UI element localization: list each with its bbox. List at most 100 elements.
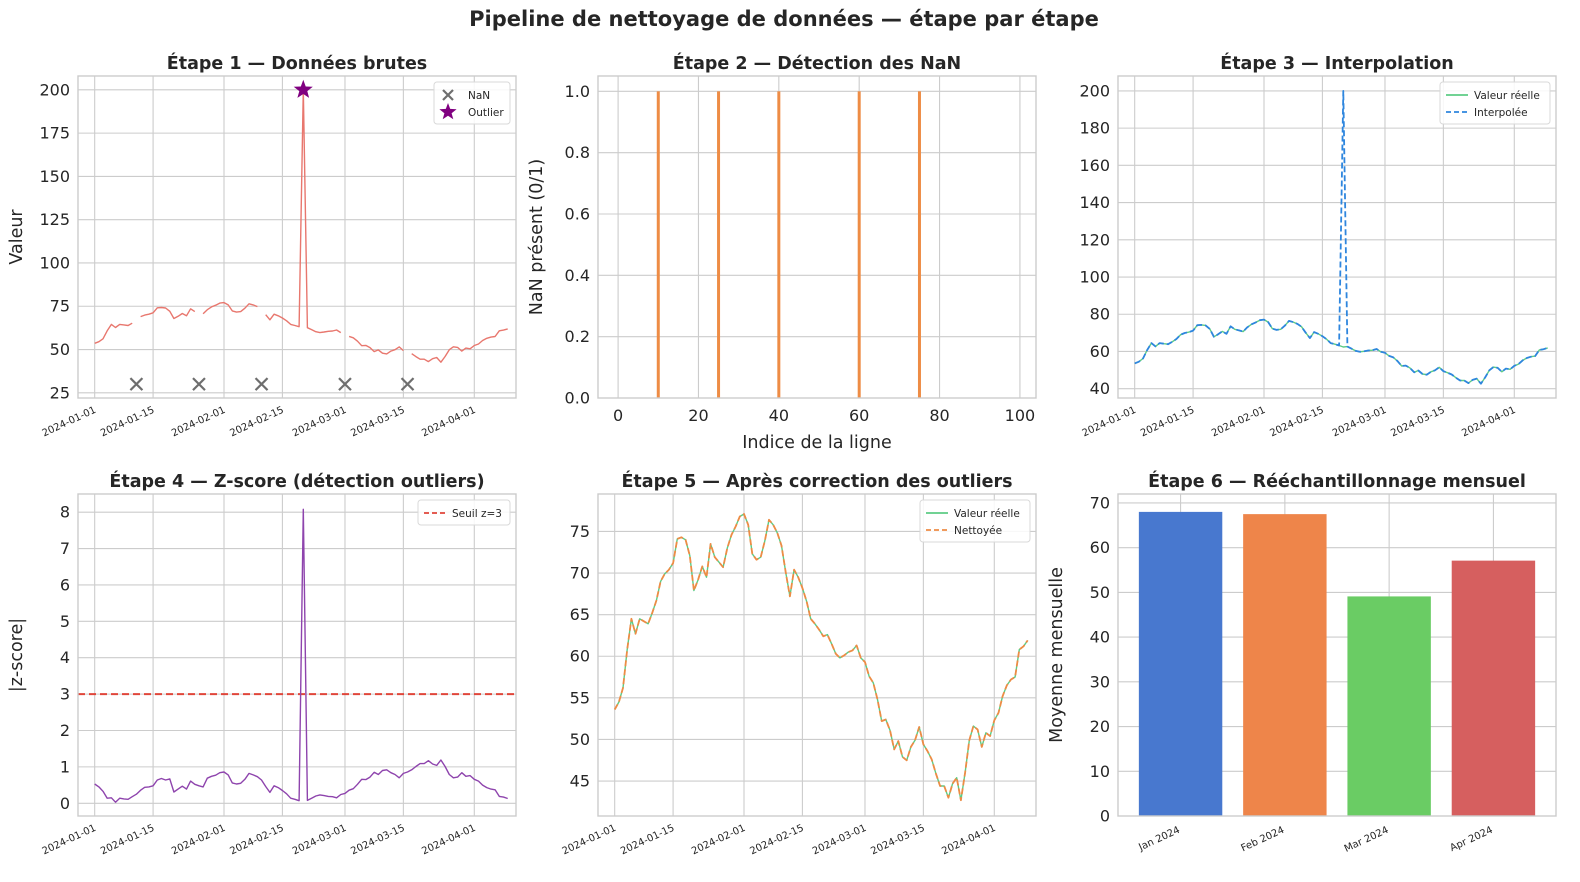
legend-outlier-marker bbox=[439, 103, 457, 120]
axes-frame bbox=[1117, 493, 1557, 817]
x-tick-label: 2024-03-15 bbox=[869, 823, 926, 858]
axes-frame bbox=[1117, 75, 1557, 399]
x-tick-label: 2024-04-01 bbox=[940, 823, 997, 858]
y-axis-label: Moyenne mensuelle bbox=[1047, 567, 1067, 743]
y-tick-label: 200 bbox=[39, 80, 70, 99]
x-tick-label: 2024-02-01 bbox=[170, 405, 227, 440]
outlier-marker bbox=[293, 79, 313, 98]
x-tick-label: 2024-02-01 bbox=[690, 823, 747, 858]
y-tick-label: 60 bbox=[570, 647, 590, 666]
legend-box bbox=[433, 81, 511, 125]
bar-apr-2024 bbox=[1451, 560, 1536, 816]
x-tick-label: 80 bbox=[929, 406, 949, 425]
y-tick-label: 140 bbox=[1079, 193, 1110, 212]
y-tick-label: 8 bbox=[60, 503, 70, 522]
x-tick-label: 2024-01-01 bbox=[561, 823, 618, 858]
y-tick-label: 2 bbox=[60, 721, 70, 740]
x-tick-label: 100 bbox=[1005, 406, 1036, 425]
x-tick-label: 2024-03-01 bbox=[291, 405, 348, 440]
nan-indicator-bar bbox=[777, 91, 781, 398]
x-tick-label: 0 bbox=[613, 406, 623, 425]
x-tick-label: 2024-03-15 bbox=[349, 823, 406, 858]
x-tick-label: 2024-02-01 bbox=[1210, 405, 1267, 440]
y-tick-label: 1.0 bbox=[565, 82, 590, 101]
x-tick-label: 2024-01-15 bbox=[99, 405, 156, 440]
x-tick-label: Feb 2024 bbox=[1239, 825, 1286, 855]
y-tick-label: 0.8 bbox=[565, 143, 590, 162]
nan-indicator-bar bbox=[857, 91, 861, 398]
y-tick-label: 0.0 bbox=[565, 389, 590, 408]
nan-marker bbox=[254, 377, 269, 391]
x-tick-label: 2024-01-01 bbox=[1081, 405, 1138, 440]
series-line-raw bbox=[94, 89, 508, 363]
panel-p3: Étape 3 — Interpolation 40 60 80 100 120 140 16… bbox=[1079, 52, 1557, 440]
y-tick-label: 80 bbox=[1090, 305, 1110, 324]
y-tick-label: 60 bbox=[1090, 342, 1110, 361]
nan-indicator-bar bbox=[917, 91, 921, 398]
axes-frame bbox=[77, 493, 517, 817]
y-tick-label: 3 bbox=[60, 685, 70, 704]
panel-title: Étape 2 — Détection des NaN bbox=[673, 52, 961, 74]
legend-box bbox=[1439, 81, 1551, 125]
series-line-cleaned bbox=[613, 513, 1029, 802]
panel-p2: Étape 2 — Détection des NaN 0.0 0.2 0.4 0.6 0… bbox=[527, 52, 1037, 453]
y-tick-label: 25 bbox=[50, 383, 70, 402]
y-tick-label: 0.2 bbox=[565, 327, 590, 346]
x-tick-label: 2024-01-15 bbox=[1139, 405, 1196, 440]
y-tick-label: 40 bbox=[1090, 628, 1110, 647]
nan-marker bbox=[338, 377, 352, 391]
y-tick-label: 0.6 bbox=[565, 205, 590, 224]
x-tick-label: 2024-03-01 bbox=[291, 823, 348, 858]
y-tick-label: 5 bbox=[60, 612, 70, 631]
bar-mar-2024 bbox=[1347, 596, 1431, 816]
x-tick-label: Apr 2024 bbox=[1448, 825, 1494, 854]
nan-marker bbox=[400, 377, 415, 391]
x-tick-label: 2024-02-15 bbox=[748, 823, 805, 858]
y-tick-label: 100 bbox=[39, 253, 70, 272]
y-tick-label: 0 bbox=[60, 794, 70, 813]
y-axis-label: NaN présent (0/1) bbox=[527, 159, 547, 315]
panel-p6: Étape 6 — Rééchantillonnage mensuel 0 10 20… bbox=[1047, 470, 1557, 855]
y-tick-label: 6 bbox=[60, 575, 70, 594]
series-line-zscore bbox=[94, 508, 508, 803]
y-axis-label: |z-score| bbox=[7, 618, 27, 692]
series-line-clean bbox=[614, 513, 1029, 801]
y-tick-label: 150 bbox=[39, 167, 70, 186]
x-tick-label: 60 bbox=[849, 406, 869, 425]
y-tick-label: 75 bbox=[570, 522, 590, 541]
x-tick-label: 40 bbox=[769, 406, 789, 425]
y-tick-label: 45 bbox=[570, 772, 590, 791]
y-tick-label: 7 bbox=[60, 539, 70, 558]
panel-title: Étape 6 — Rééchantillonnage mensuel bbox=[1148, 470, 1526, 492]
panel-title: Étape 4 — Z-score (détection outliers) bbox=[109, 470, 484, 492]
y-tick-label: 50 bbox=[1090, 583, 1110, 602]
y-tick-label: 10 bbox=[1090, 762, 1110, 781]
y-tick-label: 1 bbox=[60, 757, 70, 776]
x-axis-label: Indice de la ligne bbox=[742, 433, 891, 453]
x-tick-label: 2024-04-01 bbox=[420, 823, 477, 858]
x-tick-label: 2024-03-01 bbox=[1331, 405, 1388, 440]
legend-box bbox=[919, 499, 1031, 543]
y-tick-label: 50 bbox=[570, 730, 590, 749]
y-tick-label: 120 bbox=[1079, 230, 1110, 249]
x-tick-label: 2024-01-15 bbox=[99, 823, 156, 858]
x-tick-label: Mar 2024 bbox=[1343, 825, 1391, 855]
legend-label: Nettoyée bbox=[954, 525, 1002, 537]
y-tick-label: 30 bbox=[1090, 672, 1110, 691]
axes-frame bbox=[597, 493, 1037, 817]
panel-p1: Étape 1 — Données brutes 25 50 75 100 125 150 1… bbox=[7, 52, 517, 440]
y-tick-label: 160 bbox=[1079, 156, 1110, 175]
x-tick-label: 2024-03-15 bbox=[349, 405, 406, 440]
y-tick-label: 20 bbox=[1090, 717, 1110, 736]
x-tick-label: Jan 2024 bbox=[1136, 825, 1181, 854]
legend-label: Seuil z=3 bbox=[452, 508, 502, 520]
x-tick-label: 2024-01-01 bbox=[41, 823, 98, 858]
axes-frame bbox=[77, 75, 517, 399]
x-tick-label: 2024-02-15 bbox=[228, 405, 285, 440]
y-axis-label: Valeur bbox=[7, 209, 27, 265]
y-tick-label: 75 bbox=[50, 297, 70, 316]
y-tick-label: 175 bbox=[39, 124, 70, 143]
y-tick-label: 40 bbox=[1090, 379, 1110, 398]
x-tick-label: 2024-02-15 bbox=[228, 823, 285, 858]
bar-feb-2024 bbox=[1243, 514, 1327, 816]
